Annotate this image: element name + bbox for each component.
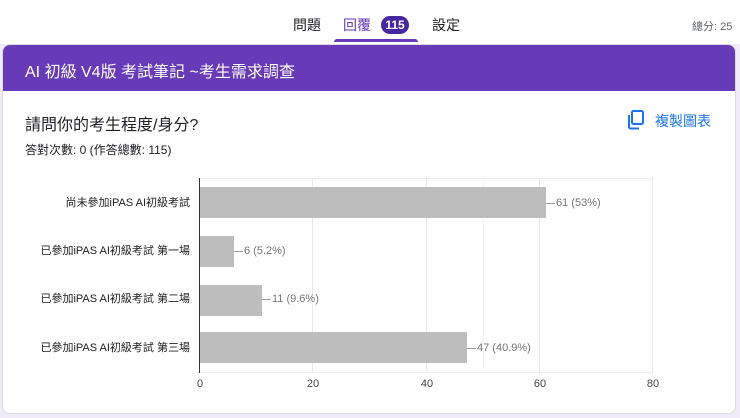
x-tick: 20 (306, 378, 320, 390)
bar-value-label: 61 (53%) (546, 196, 601, 210)
gridline-60 (539, 179, 540, 372)
bar-session-1[interactable] (200, 236, 234, 267)
bar-value-label: 6 (5.2%) (234, 244, 286, 258)
x-tick: 60 (533, 378, 547, 390)
answer-stats: 答對次數: 0 (作答總數: 115) (25, 143, 172, 157)
copy-icon (627, 109, 655, 133)
gridline-20 (312, 179, 313, 372)
x-tick: 40 (420, 378, 434, 390)
bar-session-2[interactable] (200, 285, 262, 316)
copy-chart-label: 複製圖表 (655, 113, 711, 129)
category-label: 已參加iPAS AI初級考試 第三場 (40, 342, 190, 354)
category-label: 已參加iPAS AI初級考試 第一場 (40, 245, 190, 257)
gridline-40 (426, 179, 427, 372)
responses-count-badge: 115 (381, 16, 409, 34)
form-title: AI 初級 V4版 考試筆記 ~考生需求調查 (25, 64, 295, 81)
bar-value-label: 11 (9.6%) (262, 292, 319, 306)
gridline-50 (483, 179, 484, 372)
bar-not-yet[interactable] (200, 187, 546, 218)
copy-chart-button[interactable]: 複製圖表 (627, 109, 711, 133)
form-header: AI 初級 V4版 考試筆記 ~考生需求調查 (3, 45, 735, 91)
tab-responses[interactable]: 回覆 (343, 17, 371, 33)
active-tab-indicator (334, 39, 418, 42)
x-tick: 0 (196, 378, 204, 390)
bar-value-label: 47 (40.9%) (467, 341, 531, 355)
top-tab-bar: 問題 回覆 115 設定 總分: 25 (0, 0, 740, 44)
question-title: 請問你的考生程度/身分? (25, 117, 199, 134)
tab-questions[interactable]: 問題 (293, 17, 321, 33)
category-label: 尚未參加iPAS AI初級考試 (65, 197, 190, 209)
plot-area (199, 178, 653, 373)
bar-session-3[interactable] (200, 332, 467, 363)
x-tick: 80 (646, 378, 660, 390)
total-score: 總分: 25 (692, 21, 733, 33)
tab-settings[interactable]: 設定 (432, 17, 460, 33)
category-label: 已參加iPAS AI初級考試 第二場 (40, 293, 190, 305)
y-axis-line (199, 178, 200, 373)
